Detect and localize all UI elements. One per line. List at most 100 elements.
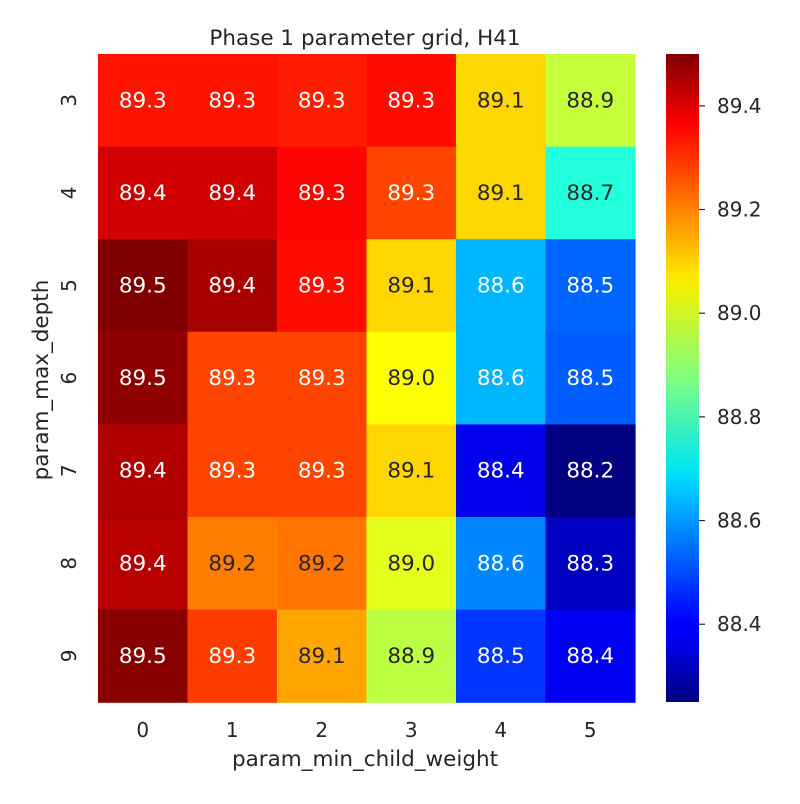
cell-value-label: 88.4	[477, 459, 525, 484]
cell-value-label: 89.1	[387, 274, 435, 299]
colorbar-tick-label: 88.8	[717, 405, 762, 429]
heatmap-cell	[277, 239, 368, 333]
cell-value-label: 89.4	[119, 551, 167, 576]
heatmap-cell	[98, 146, 189, 240]
cell-value-label: 89.4	[119, 459, 167, 484]
x-tick-label: 5	[584, 718, 597, 742]
heatmap-cell	[456, 331, 547, 425]
heatmap-cell	[187, 146, 278, 240]
heatmap-cell	[277, 331, 368, 425]
cell-value-label: 88.3	[566, 551, 614, 576]
x-tick-label: 0	[136, 718, 149, 742]
chart-title: Phase 1 parameter grid, H41	[209, 26, 520, 51]
cell-value-label: 88.6	[477, 366, 525, 391]
heatmap-cell	[98, 609, 189, 703]
cell-value-label: 88.5	[566, 274, 614, 299]
heatmap-cell	[545, 239, 636, 333]
cell-value-label: 89.3	[208, 88, 256, 113]
heatmap-cell	[277, 54, 368, 148]
heatmap-cell	[187, 331, 278, 425]
cell-value-label: 89.5	[119, 644, 167, 669]
colorbar-tick-label: 88.6	[717, 509, 762, 533]
cell-value-label: 88.9	[387, 644, 435, 669]
cell-value-label: 89.5	[119, 366, 167, 391]
colorbar-tick-label: 88.4	[717, 612, 762, 636]
heatmap-cell	[366, 609, 457, 703]
heatmap-cell	[187, 609, 278, 703]
heatmap-cell	[456, 146, 547, 240]
heatmap-cell	[456, 54, 547, 148]
heatmap-cells	[98, 54, 636, 703]
heatmap-cell-labels: 89.3 89.3 89.3 89.3 89.1 88.9 89.4 89.4 89.3 89.3…	[119, 88, 614, 669]
cell-value-label: 88.6	[477, 551, 525, 576]
x-tick-label: 2	[315, 718, 328, 742]
cell-value-label: 89.3	[298, 274, 346, 299]
heatmap-cell	[277, 609, 368, 703]
heatmap-cell	[366, 424, 457, 518]
heatmap-cell	[98, 424, 189, 518]
cell-value-label: 89.2	[298, 551, 346, 576]
cell-value-label: 89.0	[387, 551, 435, 576]
cell-value-label: 89.4	[208, 181, 256, 206]
heatmap-cell	[277, 146, 368, 240]
cell-value-label: 88.2	[566, 459, 614, 484]
heatmap-cell	[366, 54, 457, 148]
heatmap-cell	[545, 331, 636, 425]
cell-value-label: 89.5	[119, 274, 167, 299]
heatmap-cell	[277, 424, 368, 518]
cell-value-label: 88.5	[566, 366, 614, 391]
x-tick-label: 1	[226, 718, 239, 742]
cell-value-label: 89.0	[387, 366, 435, 391]
heatmap-cell	[366, 239, 457, 333]
heatmap-cell	[187, 54, 278, 148]
cell-value-label: 88.9	[566, 88, 614, 113]
y-tick-label: 4	[57, 187, 81, 200]
heatmap-cell	[98, 54, 189, 148]
heatmap-cell	[545, 517, 636, 611]
cell-value-label: 88.5	[477, 644, 525, 669]
heatmap-cell	[456, 609, 547, 703]
heatmap-cell	[98, 331, 189, 425]
y-tick-label: 5	[57, 279, 81, 292]
cell-value-label: 89.2	[208, 551, 256, 576]
colorbar-tick-label: 89.2	[717, 198, 762, 222]
heatmap-cell	[98, 517, 189, 611]
cell-value-label: 89.4	[208, 274, 256, 299]
y-tick-label: 8	[57, 557, 81, 570]
cell-value-label: 89.3	[208, 366, 256, 391]
cell-value-label: 89.3	[298, 366, 346, 391]
x-tick-label: 3	[405, 718, 418, 742]
cell-value-label: 89.1	[477, 88, 525, 113]
heatmap-cell	[98, 239, 189, 333]
cell-value-label: 88.4	[566, 644, 614, 669]
heatmap-cell	[545, 146, 636, 240]
cell-value-label: 89.3	[298, 181, 346, 206]
heatmap-cell	[456, 239, 547, 333]
x-axis-label: param_min_child_weight	[232, 747, 498, 772]
cell-value-label: 88.6	[477, 274, 525, 299]
y-tick-labels: 3 4 5 6 7 8 9	[57, 94, 81, 662]
cell-value-label: 89.4	[119, 181, 167, 206]
cell-value-label: 89.1	[387, 459, 435, 484]
cell-value-label: 89.3	[387, 181, 435, 206]
cell-value-label: 89.3	[298, 459, 346, 484]
cell-value-label: 89.3	[119, 88, 167, 113]
cell-value-label: 89.3	[387, 88, 435, 113]
cell-value-label: 89.3	[208, 644, 256, 669]
x-tick-labels: 0 1 2 3 4 5	[136, 718, 596, 742]
heatmap-cell	[545, 54, 636, 148]
cell-value-label: 88.7	[566, 181, 614, 206]
cell-value-label: 89.1	[298, 644, 346, 669]
y-tick-label: 3	[57, 94, 81, 107]
y-tick-label: 6	[57, 372, 81, 385]
colorbar-tick-label: 89.4	[717, 94, 762, 118]
colorbar-tick-label: 89.0	[717, 301, 762, 325]
heatmap-cell	[545, 609, 636, 703]
cell-value-label: 89.3	[208, 459, 256, 484]
colorbar-ticks: 88.4 88.6 88.8 89.0 89.2 89.4	[699, 94, 762, 636]
heatmap-cell	[187, 517, 278, 611]
x-tick-label: 4	[494, 718, 507, 742]
cell-value-label: 89.1	[477, 181, 525, 206]
